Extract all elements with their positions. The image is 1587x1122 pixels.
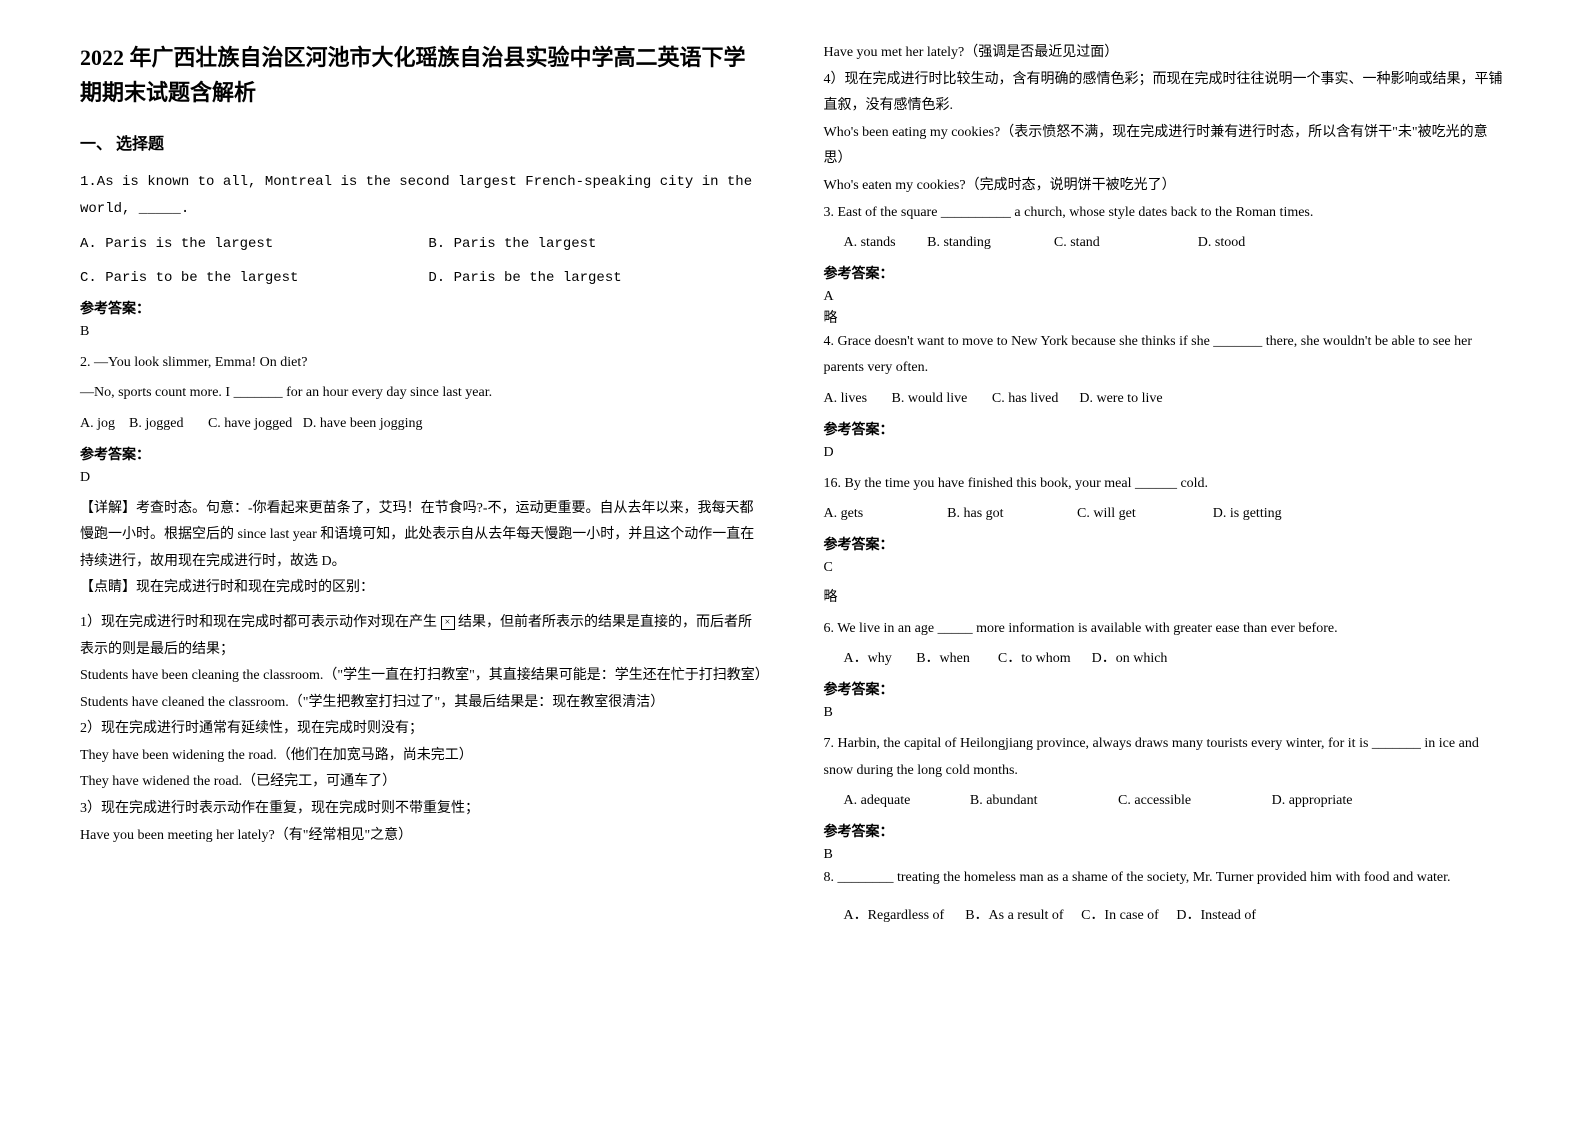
q1-options-row1: A. Paris is the largest B. Paris the lar… xyxy=(80,231,764,258)
q1-answer: B xyxy=(80,324,764,340)
q3-note: 略 xyxy=(824,307,1508,327)
q4-answer: D xyxy=(824,445,1508,461)
q2-exp3a: 1）现在完成进行时和现在完成时都可表示动作对现在产生 xyxy=(80,615,441,630)
q6-stem: 6. We live in an age _____ more informat… xyxy=(824,616,1508,643)
q7-answer-label: 参考答案： xyxy=(824,821,1508,841)
q6-answer: B xyxy=(824,705,1508,721)
q16-answer: C xyxy=(824,560,1508,576)
q2-exp3: 1）现在完成进行时和现在完成时都可表示动作对现在产生 × 结果，但前者所表示的结… xyxy=(80,610,764,663)
q3-stem: 3. East of the square __________ a churc… xyxy=(824,200,1508,227)
q2-answer-label: 参考答案： xyxy=(80,444,764,464)
q2-exp11: Have you met her lately?（强调是否最近见过面） xyxy=(824,40,1508,67)
q4-options: A. lives B. would live C. has lived D. w… xyxy=(824,386,1508,413)
q16-options: A. gets B. has got C. will get D. is get… xyxy=(824,501,1508,528)
q4-stem: 4. Grace doesn't want to move to New Yor… xyxy=(824,329,1508,382)
q1-opt-c: C. Paris to be the largest xyxy=(80,265,420,292)
x-icon: × xyxy=(441,616,455,630)
q6-options: A．why B．when C．to whom D．on which xyxy=(824,646,1508,673)
q2-exp2: 【点睛】现在完成进行时和现在完成时的区别： xyxy=(80,575,764,602)
q6-answer-label: 参考答案： xyxy=(824,679,1508,699)
q2-exp7: They have been widening the road.（他们在加宽马… xyxy=(80,743,764,770)
q2-exp12: 4）现在完成进行时比较生动，含有明确的感情色彩；而现在完成时往往说明一个事实、一… xyxy=(824,67,1508,120)
q1-opt-b: B. Paris the largest xyxy=(428,236,596,252)
q2-line2: —No, sports count more. I _______ for an… xyxy=(80,380,764,407)
q1-options-row2: C. Paris to be the largest D. Paris be t… xyxy=(80,265,764,292)
q2-exp8: They have widened the road.（已经完工，可通车了） xyxy=(80,769,764,796)
q2-exp1: 【详解】考查时态。句意：-你看起来更苗条了，艾玛！在节食吗?-不，运动更重要。自… xyxy=(80,496,764,576)
q3-answer: A xyxy=(824,289,1508,305)
left-column: 2022 年广西壮族自治区河池市大化瑶族自治县实验中学高二英语下学期期末试题含解… xyxy=(50,40,794,1082)
q2-exp13: Who's been eating my cookies?（表示愤怒不满，现在完… xyxy=(824,120,1508,173)
q2-exp14: Who's eaten my cookies?（完成时态，说明饼干被吃光了） xyxy=(824,173,1508,200)
q2-exp4: Students have been cleaning the classroo… xyxy=(80,663,764,690)
q2-options: A. jog B. jogged C. have jogged D. have … xyxy=(80,411,764,438)
q2-exp6: 2）现在完成进行时通常有延续性，现在完成时则没有； xyxy=(80,716,764,743)
document-title: 2022 年广西壮族自治区河池市大化瑶族自治县实验中学高二英语下学期期末试题含解… xyxy=(80,40,764,110)
q8-stem: 8. ________ treating the homeless man as… xyxy=(824,865,1508,892)
q1-stem: 1.As is known to all, Montreal is the se… xyxy=(80,169,764,222)
q2-line1: 2. —You look slimmer, Emma! On diet? xyxy=(80,350,764,377)
q3-options: A. stands B. standing C. stand D. stood xyxy=(824,230,1508,257)
q1-opt-a: A. Paris is the largest xyxy=(80,231,420,258)
q16-note: 略 xyxy=(824,586,1508,606)
q2-answer: D xyxy=(80,470,764,486)
q1-opt-d: D. Paris be the largest xyxy=(428,270,621,286)
q16-stem: 16. By the time you have finished this b… xyxy=(824,471,1508,498)
q2-exp5: Students have cleaned the classroom.（"学生… xyxy=(80,690,764,717)
q3-answer-label: 参考答案： xyxy=(824,263,1508,283)
q8-options: A．Regardless of B．As a result of C．In ca… xyxy=(824,903,1508,930)
q7-stem: 7. Harbin, the capital of Heilongjiang p… xyxy=(824,731,1508,784)
q16-answer-label: 参考答案： xyxy=(824,534,1508,554)
right-column: Have you met her lately?（强调是否最近见过面） 4）现在… xyxy=(794,40,1538,1082)
q2-exp9: 3）现在完成进行时表示动作在重复，现在完成时则不带重复性； xyxy=(80,796,764,823)
section-header: 一、 选择题 xyxy=(80,130,764,154)
q7-options: A. adequate B. abundant C. accessible D.… xyxy=(824,788,1508,815)
q1-answer-label: 参考答案： xyxy=(80,298,764,318)
q2-exp10: Have you been meeting her lately?（有"经常相见… xyxy=(80,823,764,850)
q4-answer-label: 参考答案： xyxy=(824,419,1508,439)
q7-answer: B xyxy=(824,847,1508,863)
